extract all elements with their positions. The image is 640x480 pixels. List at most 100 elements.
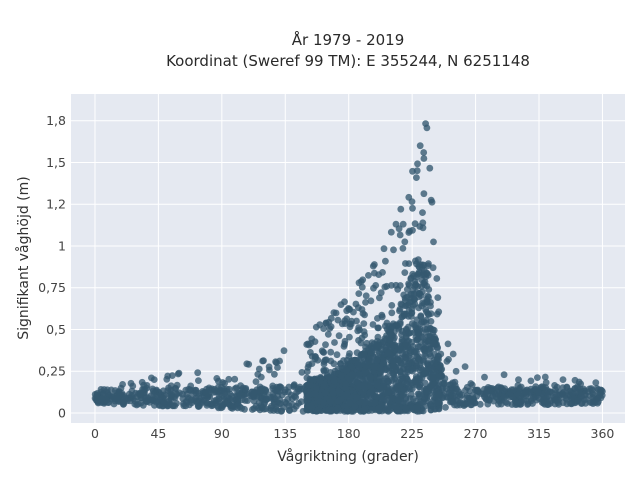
y-tick-label: 0,25 bbox=[38, 364, 66, 379]
data-point bbox=[223, 388, 231, 395]
x-tick-label: 90 bbox=[214, 426, 230, 441]
data-point bbox=[402, 334, 410, 341]
data-point bbox=[420, 190, 428, 198]
data-point bbox=[426, 164, 434, 172]
data-point bbox=[234, 401, 242, 408]
data-point bbox=[417, 332, 425, 340]
data-point bbox=[262, 386, 270, 394]
data-point bbox=[592, 379, 600, 387]
data-point bbox=[383, 319, 391, 327]
data-point bbox=[445, 356, 452, 363]
data-point bbox=[566, 387, 574, 395]
data-point bbox=[406, 299, 413, 306]
data-point bbox=[331, 339, 338, 346]
data-point bbox=[421, 379, 429, 387]
data-point bbox=[402, 340, 410, 348]
data-point bbox=[366, 389, 374, 397]
data-point bbox=[586, 399, 594, 406]
data-point bbox=[498, 386, 506, 394]
data-point bbox=[408, 305, 416, 313]
data-point bbox=[187, 396, 195, 404]
data-point bbox=[346, 399, 354, 407]
data-point bbox=[413, 405, 421, 413]
data-point bbox=[561, 392, 569, 399]
data-point bbox=[434, 294, 442, 301]
data-point bbox=[467, 380, 475, 387]
data-point bbox=[574, 397, 582, 405]
data-point bbox=[312, 353, 319, 361]
y-tick-label: 1,8 bbox=[46, 113, 66, 128]
data-point bbox=[395, 357, 403, 364]
data-point bbox=[435, 373, 442, 381]
data-point bbox=[377, 387, 385, 394]
data-point bbox=[361, 406, 369, 413]
data-point bbox=[353, 394, 361, 401]
data-point bbox=[358, 283, 366, 291]
data-point bbox=[150, 376, 158, 383]
data-point bbox=[542, 384, 550, 391]
x-tick-label: 135 bbox=[273, 426, 297, 441]
data-point bbox=[390, 371, 398, 379]
data-point bbox=[250, 388, 258, 396]
data-point bbox=[365, 345, 372, 353]
data-point bbox=[231, 385, 239, 392]
data-point bbox=[462, 387, 469, 394]
data-point bbox=[215, 377, 222, 385]
data-point bbox=[388, 309, 396, 317]
data-point bbox=[444, 340, 452, 348]
data-point bbox=[435, 405, 443, 413]
data-point bbox=[416, 392, 423, 400]
data-point bbox=[164, 372, 172, 380]
data-point bbox=[383, 282, 391, 290]
data-point bbox=[228, 402, 235, 410]
data-point bbox=[401, 238, 409, 246]
data-point bbox=[370, 363, 378, 371]
data-point bbox=[367, 373, 374, 381]
data-point bbox=[273, 359, 280, 366]
data-point bbox=[390, 387, 398, 395]
data-point bbox=[360, 350, 368, 358]
data-point bbox=[257, 373, 265, 381]
data-point bbox=[436, 364, 444, 371]
data-point bbox=[378, 313, 386, 321]
data-point bbox=[307, 402, 315, 409]
data-point bbox=[387, 228, 395, 236]
data-point bbox=[326, 325, 334, 332]
data-point bbox=[429, 264, 437, 272]
y-tick-label: 0 bbox=[58, 405, 66, 420]
data-point bbox=[227, 396, 235, 403]
data-point bbox=[214, 402, 222, 410]
data-point bbox=[351, 403, 359, 410]
data-point bbox=[550, 393, 558, 401]
y-tick-label: 0,5 bbox=[46, 322, 66, 337]
data-point bbox=[265, 363, 273, 371]
data-point bbox=[534, 374, 541, 381]
data-point bbox=[218, 383, 225, 391]
data-point bbox=[242, 386, 250, 393]
data-point bbox=[423, 295, 431, 303]
data-point bbox=[481, 373, 488, 381]
data-point bbox=[341, 317, 349, 324]
data-point bbox=[472, 386, 479, 394]
data-point bbox=[322, 320, 330, 327]
data-point bbox=[376, 294, 383, 302]
data-point bbox=[370, 399, 378, 407]
data-point bbox=[338, 372, 345, 380]
data-point bbox=[409, 204, 416, 212]
data-point bbox=[333, 351, 341, 359]
data-point bbox=[544, 401, 551, 408]
data-point bbox=[402, 260, 409, 267]
data-point bbox=[378, 346, 385, 354]
data-point bbox=[375, 404, 382, 412]
data-point bbox=[284, 388, 292, 396]
data-point bbox=[395, 325, 403, 333]
data-point bbox=[413, 174, 420, 182]
y-tick-label: 0,75 bbox=[38, 280, 66, 295]
data-point bbox=[341, 340, 348, 348]
data-point bbox=[593, 385, 601, 392]
data-point bbox=[160, 387, 167, 395]
data-point bbox=[384, 378, 392, 386]
data-point bbox=[574, 384, 581, 392]
data-point bbox=[559, 376, 567, 383]
data-point bbox=[429, 374, 437, 382]
